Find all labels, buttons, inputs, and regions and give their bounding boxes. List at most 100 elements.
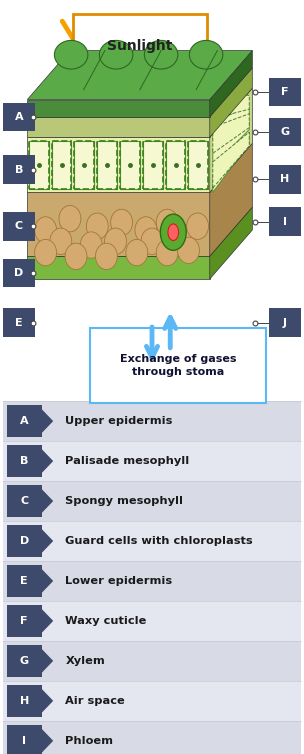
Ellipse shape [105, 228, 126, 255]
FancyBboxPatch shape [3, 155, 35, 184]
Ellipse shape [86, 213, 108, 240]
Ellipse shape [168, 224, 178, 241]
Polygon shape [120, 141, 140, 188]
FancyBboxPatch shape [3, 641, 301, 681]
Text: H: H [19, 696, 29, 706]
Ellipse shape [135, 217, 157, 243]
Ellipse shape [156, 240, 178, 266]
Text: Waxy cuticle: Waxy cuticle [65, 616, 147, 626]
FancyBboxPatch shape [3, 561, 301, 601]
Ellipse shape [35, 217, 57, 243]
FancyBboxPatch shape [3, 103, 35, 131]
Polygon shape [166, 141, 185, 188]
Polygon shape [42, 649, 53, 673]
FancyBboxPatch shape [3, 401, 301, 441]
FancyBboxPatch shape [7, 445, 42, 477]
FancyBboxPatch shape [90, 328, 266, 403]
Ellipse shape [99, 41, 133, 69]
Polygon shape [188, 141, 208, 188]
Ellipse shape [111, 210, 133, 236]
FancyBboxPatch shape [73, 14, 207, 79]
Ellipse shape [59, 206, 81, 232]
Text: B: B [20, 456, 28, 466]
Ellipse shape [126, 240, 148, 266]
Text: Sunlight: Sunlight [107, 39, 173, 53]
Ellipse shape [189, 41, 223, 69]
Polygon shape [210, 143, 252, 256]
FancyBboxPatch shape [7, 525, 42, 556]
Ellipse shape [141, 228, 163, 255]
Ellipse shape [54, 41, 88, 69]
FancyBboxPatch shape [3, 308, 35, 337]
Text: F: F [281, 87, 289, 97]
Polygon shape [27, 117, 210, 137]
Polygon shape [210, 207, 252, 279]
Polygon shape [42, 569, 53, 593]
Polygon shape [42, 489, 53, 513]
Text: B: B [15, 164, 23, 175]
Polygon shape [74, 141, 94, 188]
Polygon shape [27, 192, 210, 256]
Ellipse shape [156, 210, 178, 236]
Text: D: D [14, 268, 24, 278]
Text: Xylem: Xylem [65, 656, 105, 666]
FancyBboxPatch shape [7, 645, 42, 677]
Polygon shape [42, 409, 53, 433]
FancyBboxPatch shape [3, 212, 35, 241]
Text: Spongy mesophyll: Spongy mesophyll [65, 496, 183, 506]
Ellipse shape [50, 228, 72, 255]
Polygon shape [42, 689, 53, 713]
FancyBboxPatch shape [269, 165, 301, 194]
FancyBboxPatch shape [3, 481, 301, 521]
Polygon shape [97, 141, 117, 188]
Text: Exchange of gases
through stoma: Exchange of gases through stoma [119, 354, 236, 377]
Ellipse shape [95, 243, 117, 269]
FancyBboxPatch shape [269, 78, 301, 106]
Text: I: I [283, 216, 287, 227]
Text: I: I [22, 736, 26, 746]
Ellipse shape [160, 214, 186, 250]
Polygon shape [42, 729, 53, 752]
FancyBboxPatch shape [269, 207, 301, 236]
FancyBboxPatch shape [3, 721, 301, 754]
FancyBboxPatch shape [7, 605, 42, 636]
FancyBboxPatch shape [269, 118, 301, 146]
Text: Upper epidermis: Upper epidermis [65, 416, 173, 426]
Text: G: G [280, 127, 290, 137]
FancyBboxPatch shape [269, 308, 301, 337]
Text: E: E [15, 317, 23, 328]
FancyBboxPatch shape [7, 566, 42, 597]
Polygon shape [213, 93, 249, 118]
Text: Air space: Air space [65, 696, 125, 706]
Polygon shape [213, 106, 249, 140]
Text: D: D [19, 536, 29, 546]
Polygon shape [42, 449, 53, 473]
Polygon shape [210, 88, 252, 192]
Text: A: A [20, 416, 29, 426]
Polygon shape [42, 529, 53, 553]
Ellipse shape [178, 237, 199, 264]
Text: Guard cells with chloroplasts: Guard cells with chloroplasts [65, 536, 253, 546]
Ellipse shape [35, 240, 57, 266]
Text: Phloem: Phloem [65, 736, 113, 746]
Polygon shape [27, 100, 210, 117]
Ellipse shape [187, 213, 209, 240]
Polygon shape [143, 141, 163, 188]
Text: C: C [15, 221, 23, 231]
FancyBboxPatch shape [3, 441, 301, 481]
Polygon shape [213, 120, 249, 167]
Ellipse shape [171, 225, 193, 250]
Text: Palisade mesophyll: Palisade mesophyll [65, 456, 190, 466]
Polygon shape [213, 132, 249, 188]
FancyBboxPatch shape [7, 406, 42, 437]
Polygon shape [210, 68, 252, 137]
Polygon shape [213, 114, 249, 153]
Polygon shape [27, 137, 210, 192]
Text: Lower epidermis: Lower epidermis [65, 576, 172, 586]
Text: F: F [20, 616, 28, 626]
Polygon shape [52, 141, 71, 188]
Text: C: C [20, 496, 28, 506]
Text: G: G [19, 656, 29, 666]
Text: E: E [20, 576, 28, 586]
Ellipse shape [80, 231, 102, 258]
